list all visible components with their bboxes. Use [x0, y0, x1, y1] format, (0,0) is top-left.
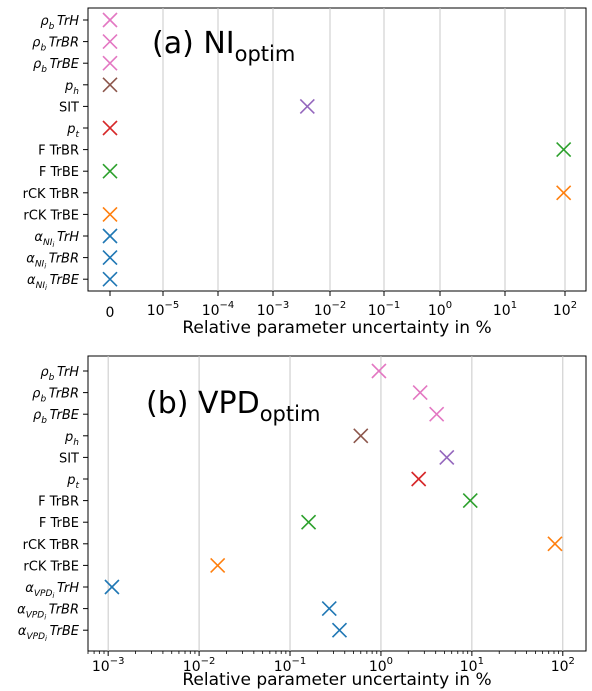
x-tick-label: 10−1: [274, 656, 307, 675]
data-point-x: [299, 98, 315, 114]
y-tick-label: ρb TrH: [40, 14, 79, 32]
panel-title-b: (b) VPDoptim: [146, 386, 320, 426]
data-point-x: [102, 120, 118, 136]
x-tick-label: 10−4: [202, 300, 235, 319]
x-tick-label: 10−2: [314, 300, 347, 319]
data-points-a: [102, 12, 572, 287]
y-tick-label: rCK TrBR: [23, 538, 79, 553]
data-point-x: [102, 271, 118, 287]
y-tick-label: F TrBR: [38, 495, 79, 510]
x-tick-label: 101: [460, 656, 484, 675]
data-point-x: [102, 228, 118, 244]
y-tick-label: pt: [66, 473, 79, 491]
y-tick-label: SIT: [59, 451, 79, 466]
data-point-x: [547, 536, 563, 552]
data-point-x: [301, 514, 317, 530]
x-tick-label: 0: [106, 305, 115, 321]
panel-b: ρb TrH ρb TrBR ρb TrBE ph SIT pt F TrBR F TrBE r…: [17, 355, 587, 690]
y-tick-label: F TrBE: [39, 516, 79, 531]
panel-title-a: (a) NIoptim: [152, 26, 295, 66]
y-tick-label: ρb TrBE: [33, 408, 80, 426]
data-point-x: [102, 77, 118, 93]
y-tick-label: αVPDi TrBR: [17, 603, 79, 622]
data-point-x: [104, 579, 120, 595]
x-tick-label: 10−1: [368, 300, 401, 319]
x-axis-label-a: Relative parameter uncertainty in %: [182, 318, 491, 338]
data-point-x: [331, 622, 348, 638]
y-tick-label: αVPDi TrBE: [18, 624, 80, 643]
y-tick-label: ρb TrH: [40, 365, 79, 383]
x-tick-label: 10−2: [183, 656, 216, 675]
y-tick-labels-a: ρb TrH ρb TrBR ρb TrBE ph SIT pt F TrBR F TrBE r…: [23, 14, 88, 292]
data-point-x: [102, 34, 118, 50]
x-tick-label: 100: [369, 656, 393, 675]
x-tick-label: 10−3: [257, 300, 290, 319]
x-tick-label: 10−5: [147, 300, 180, 319]
y-tick-label: F TrBE: [39, 165, 79, 180]
y-tick-label: ρb TrBE: [33, 57, 80, 75]
x-tick-label: 102: [553, 300, 577, 319]
y-tick-label: αNIi TrH: [34, 230, 79, 249]
x-tick-labels-a: 0 10−5 10−4 10−3 10−2 10−1 100 101 102: [106, 291, 577, 321]
y-tick-label: αNIi TrBR: [26, 252, 79, 271]
data-point-x: [321, 601, 337, 617]
x-tick-label: 101: [493, 300, 517, 319]
data-point-x: [102, 163, 118, 179]
y-tick-label: F TrBR: [38, 144, 79, 159]
data-point-x: [412, 385, 428, 401]
x-tick-labels-b: 10−3 10−2 10−1 100 101 102: [87, 651, 575, 675]
y-tick-label: rCK TrBE: [23, 559, 79, 574]
data-point-x: [102, 55, 118, 71]
plot-frame-b: [87, 355, 587, 652]
x-tick-label: 102: [551, 656, 575, 675]
y-tick-label: rCK TrBE: [23, 208, 79, 223]
grid-b: [107, 356, 564, 651]
y-tick-labels-b: ρb TrH ρb TrBR ρb TrBE ph SIT pt F TrBR F TrBE r…: [17, 365, 88, 643]
data-point-x: [439, 449, 455, 465]
data-points-b: [104, 363, 563, 638]
data-point-x: [210, 557, 226, 573]
y-tick-label: SIT: [59, 100, 79, 115]
data-point-x: [102, 12, 118, 28]
y-tick-label: ph: [64, 430, 79, 448]
panel-a: ρb TrH ρb TrBR ρb TrBE ph SIT pt F TrBR F TrBE r…: [23, 7, 587, 338]
y-tick-label: ph: [64, 79, 79, 97]
x-tick-label: 10−3: [92, 656, 125, 675]
y-tick-label: αNIi TrBE: [27, 273, 80, 292]
data-point-x: [556, 142, 572, 158]
data-point-x: [462, 493, 478, 509]
data-point-x: [353, 428, 369, 444]
x-tick-label: 100: [428, 300, 452, 319]
y-tick-label: ρb TrBR: [32, 387, 79, 405]
grid-a: [162, 8, 566, 291]
y-tick-label: pt: [66, 122, 79, 140]
y-tick-label: rCK TrBR: [23, 187, 79, 202]
data-point-x: [429, 406, 445, 422]
x-axis-label-b: Relative parameter uncertainty in %: [182, 670, 491, 690]
data-point-x: [371, 363, 387, 379]
y-tick-label: αVPDi TrH: [25, 581, 79, 600]
y-tick-label: ρb TrBR: [32, 36, 79, 54]
data-point-x: [102, 250, 118, 266]
data-point-x: [102, 206, 118, 222]
data-point-x: [411, 471, 427, 487]
data-point-x: [556, 185, 572, 201]
